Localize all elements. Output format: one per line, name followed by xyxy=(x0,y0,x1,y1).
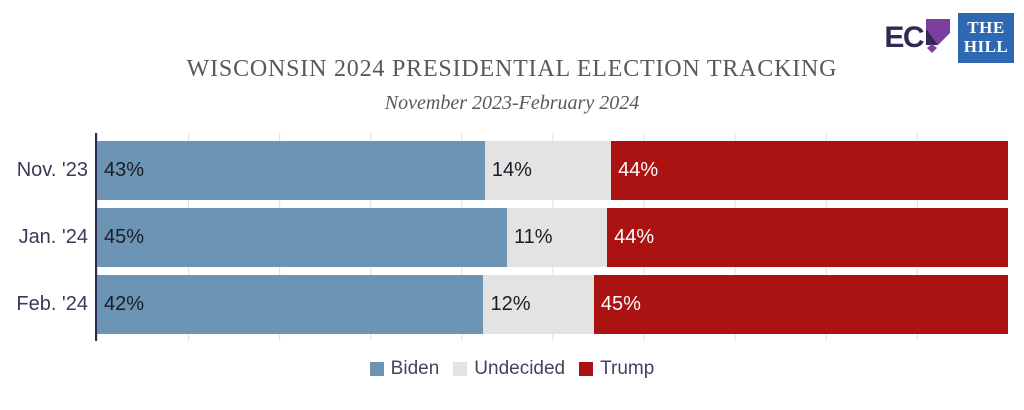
category-label: Feb. '24 xyxy=(16,293,88,315)
legend-label: Trump xyxy=(600,358,655,379)
y-axis-line xyxy=(95,133,97,341)
ecp-check-icon xyxy=(926,19,950,53)
bar-segment-trump: 44% xyxy=(611,141,1008,200)
bar-segment-undecided: 12% xyxy=(483,275,594,334)
category-axis-labels: Nov. '23 Jan. '24 Feb. '24 xyxy=(0,141,88,342)
bar-segment-undecided: 11% xyxy=(506,208,608,267)
bar-value-label: 45% xyxy=(104,226,145,248)
category-label: Jan. '24 xyxy=(18,226,88,248)
legend-swatch-icon xyxy=(369,362,384,376)
legend-item-undecided: Undecided xyxy=(453,358,565,380)
bar-value-label: 44% xyxy=(618,159,659,181)
bar-value-label: 43% xyxy=(104,159,145,181)
bar-row: 43% 14% 44% xyxy=(97,141,1008,200)
legend-item-biden: Biden xyxy=(369,358,440,380)
legend-label: Undecided xyxy=(474,358,566,379)
chart-legend: Biden Undecided Trump xyxy=(0,358,1024,380)
bar-value-label: 11% xyxy=(513,226,553,248)
ecp-logo: EC xyxy=(884,19,951,54)
the-hill-logo-line1: THE xyxy=(967,18,1005,38)
bar-value-label: 12% xyxy=(490,293,531,315)
legend-swatch-icon xyxy=(453,362,468,376)
bar-segment-trump: 44% xyxy=(607,208,1008,267)
bar-value-label: 42% xyxy=(104,293,145,315)
legend-label: Biden xyxy=(390,358,440,379)
bar-value-label: 45% xyxy=(600,293,641,315)
bar-segment-trump: 45% xyxy=(593,275,1008,334)
the-hill-logo-line2: HILL xyxy=(963,37,1009,56)
bar-value-label: 14% xyxy=(491,159,532,181)
bar-row: 45% 11% 44% xyxy=(97,208,1008,267)
bar-segment-biden: 42% xyxy=(97,275,484,334)
bar-row: 42% 12% 45% xyxy=(97,275,1008,334)
bar-chart: 43% 14% 44% 45% 11% 44% 42% 12% 45% xyxy=(97,133,1008,341)
bar-segment-biden: 45% xyxy=(97,208,507,267)
category-label: Nov. '23 xyxy=(16,159,88,181)
legend-swatch-icon xyxy=(579,362,594,376)
legend-item-trump: Trump xyxy=(579,358,654,380)
bar-segment-undecided: 14% xyxy=(484,141,612,200)
bar-segment-biden: 43% xyxy=(97,141,485,200)
bar-value-label: 44% xyxy=(614,226,655,248)
the-hill-logo: THE HILL xyxy=(958,13,1014,63)
chart-subtitle: November 2023-February 2024 xyxy=(384,92,640,114)
ecp-logo-text: EC xyxy=(884,21,924,54)
chart-title: WISCONSIN 2024 PRESIDENTIAL ELECTION TRA… xyxy=(186,56,838,82)
header-logos: EC THE HILL xyxy=(884,13,1014,63)
